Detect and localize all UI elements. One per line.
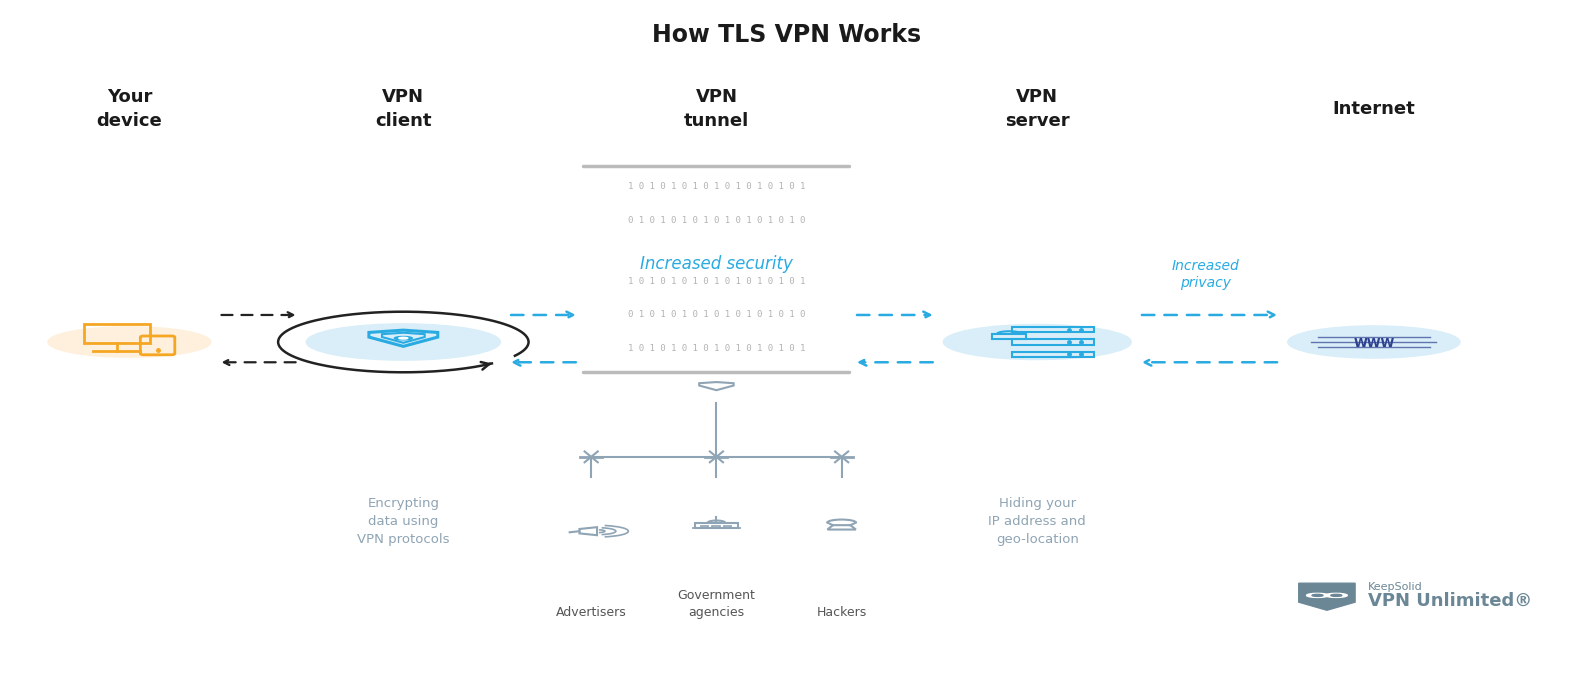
- Text: 1 0 1 0 1 0 1 0 1 0 1 0 1 0 1 0 1: 1 0 1 0 1 0 1 0 1 0 1 0 1 0 1 0 1: [627, 182, 806, 191]
- Text: Internet: Internet: [1332, 100, 1416, 118]
- Text: 1 0 1 0 1 0 1 0 1 0 1 0 1 0 1 0 1: 1 0 1 0 1 0 1 0 1 0 1 0 1 0 1 0 1: [627, 277, 806, 286]
- Text: VPN
server: VPN server: [1005, 88, 1070, 130]
- Ellipse shape: [1311, 594, 1322, 596]
- Ellipse shape: [1326, 593, 1348, 597]
- Text: 0 1 0 1 0 1 0 1 0 1 0 1 0 1 0 1 0: 0 1 0 1 0 1 0 1 0 1 0 1 0 1 0 1 0: [627, 311, 806, 319]
- Ellipse shape: [395, 337, 412, 340]
- Polygon shape: [1299, 583, 1356, 610]
- Ellipse shape: [1330, 594, 1341, 596]
- Text: Hiding your
IP address and
geo-location: Hiding your IP address and geo-location: [989, 497, 1085, 547]
- Text: Government
agencies: Government agencies: [678, 589, 755, 619]
- Text: Your
device: Your device: [96, 88, 163, 130]
- Text: Increased security: Increased security: [640, 255, 793, 274]
- Text: Encrypting
data using
VPN protocols: Encrypting data using VPN protocols: [357, 497, 450, 547]
- Text: 0 1 0 1 0 1 0 1 0 1 0 1 0 1 0 1 0: 0 1 0 1 0 1 0 1 0 1 0 1 0 1 0 1 0: [627, 216, 806, 225]
- Text: 1 0 1 0 1 0 1 0 1 0 1 0 1 0 1 0 1: 1 0 1 0 1 0 1 0 1 0 1 0 1 0 1 0 1: [627, 344, 806, 353]
- Text: Increased
privacy: Increased privacy: [1172, 259, 1239, 289]
- Text: How TLS VPN Works: How TLS VPN Works: [653, 23, 921, 47]
- Ellipse shape: [307, 324, 501, 360]
- Ellipse shape: [1307, 593, 1329, 597]
- Ellipse shape: [398, 337, 408, 339]
- Ellipse shape: [943, 324, 1131, 360]
- Text: KeepSolid: KeepSolid: [1368, 582, 1422, 592]
- Ellipse shape: [1288, 326, 1460, 358]
- Ellipse shape: [47, 327, 210, 357]
- Text: VPN
client: VPN client: [374, 88, 431, 130]
- Text: VPN Unlimited®: VPN Unlimited®: [1368, 592, 1533, 609]
- Polygon shape: [700, 382, 733, 390]
- Text: WWW: WWW: [1352, 337, 1395, 350]
- Text: Advertisers: Advertisers: [556, 606, 627, 619]
- Text: VPN
tunnel: VPN tunnel: [684, 88, 749, 130]
- Text: Hackers: Hackers: [817, 606, 867, 619]
